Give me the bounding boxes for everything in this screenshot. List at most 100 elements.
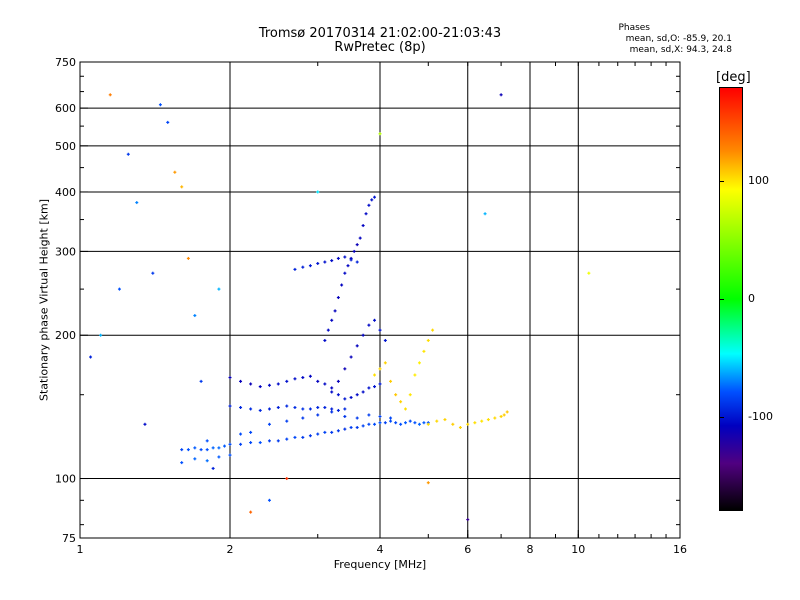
data-point	[249, 430, 253, 434]
data-point	[199, 379, 203, 383]
data-point	[326, 328, 330, 332]
data-point	[499, 414, 503, 418]
data-point	[480, 419, 484, 423]
x-tick-label: 2	[227, 543, 234, 556]
data-point	[228, 376, 232, 380]
data-point	[293, 267, 297, 271]
data-point	[239, 442, 243, 446]
data-point	[186, 448, 190, 452]
data-point	[378, 367, 382, 371]
data-point	[217, 446, 221, 450]
data-point	[276, 439, 280, 443]
data-point	[378, 328, 382, 332]
data-point	[373, 422, 377, 426]
data-point	[323, 382, 327, 386]
data-point	[239, 432, 243, 436]
data-point	[361, 390, 365, 394]
y-tick-label: 200	[55, 329, 76, 342]
data-point	[417, 361, 421, 365]
x-tick-label: 8	[527, 543, 534, 556]
data-point	[358, 236, 362, 240]
data-point	[205, 459, 209, 463]
colorbar-tick-label: -100	[748, 409, 773, 423]
data-point	[308, 264, 312, 268]
data-point	[249, 441, 253, 445]
data-point	[308, 374, 312, 378]
data-point	[135, 201, 139, 205]
data-point	[336, 429, 340, 433]
y-tick-label: 75	[62, 532, 76, 545]
data-point	[301, 416, 305, 420]
data-point	[330, 259, 334, 263]
data-point	[193, 314, 197, 318]
data-point	[267, 498, 271, 502]
data-point	[373, 195, 377, 199]
data-point	[211, 466, 215, 470]
data-point	[352, 249, 356, 253]
data-point	[458, 425, 462, 429]
data-point	[285, 379, 289, 383]
data-point	[323, 430, 327, 434]
data-point	[426, 338, 430, 342]
data-point	[293, 406, 297, 410]
colorbar-tick-label: 0	[748, 292, 755, 305]
data-point	[483, 212, 487, 216]
data-point	[373, 318, 377, 322]
data-point	[343, 255, 347, 259]
data-point	[349, 425, 353, 429]
data-point	[403, 421, 407, 425]
data-point	[285, 437, 289, 441]
data-point	[373, 385, 377, 389]
data-point	[343, 397, 347, 401]
data-point	[343, 407, 347, 411]
data-point	[355, 425, 359, 429]
data-point	[340, 283, 344, 287]
data-point	[383, 361, 387, 365]
data-point	[108, 93, 112, 97]
data-point	[499, 93, 503, 97]
x-axis-label: Frequency [MHz]	[333, 558, 427, 571]
data-point	[355, 344, 359, 348]
data-point	[333, 309, 337, 313]
data-point	[143, 422, 147, 426]
data-point	[276, 382, 280, 386]
data-point	[217, 455, 221, 459]
data-point	[473, 421, 477, 425]
colorbar-tick-mark	[719, 181, 724, 183]
y-axis-label: Stationary phase Virtual Height [km]	[37, 198, 51, 402]
data-point	[158, 103, 162, 107]
data-point	[370, 198, 374, 202]
data-point	[394, 421, 398, 425]
data-point	[413, 373, 417, 377]
data-point	[323, 338, 327, 342]
x-tick-label: 4	[377, 543, 384, 556]
data-point	[186, 256, 190, 260]
data-point	[417, 422, 421, 426]
data-point	[426, 481, 430, 485]
data-point	[180, 461, 184, 465]
data-point	[431, 328, 435, 332]
data-point	[502, 413, 506, 417]
data-point	[249, 407, 253, 411]
data-point	[422, 421, 426, 425]
data-point	[180, 448, 184, 452]
data-point	[166, 120, 170, 124]
data-point	[180, 185, 184, 189]
data-point	[378, 382, 382, 386]
data-point	[193, 446, 197, 450]
data-point	[99, 333, 103, 337]
data-point	[316, 406, 320, 410]
y-tick-label: 500	[55, 140, 76, 153]
data-point	[126, 152, 130, 156]
data-point	[258, 385, 262, 389]
data-point	[316, 261, 320, 265]
data-point	[343, 367, 347, 371]
x-tick-label: 10	[571, 543, 585, 556]
data-point	[399, 400, 403, 404]
data-point	[408, 419, 412, 423]
data-point	[486, 418, 490, 422]
data-point	[89, 355, 93, 359]
data-point	[336, 296, 340, 300]
data-point	[435, 419, 439, 423]
